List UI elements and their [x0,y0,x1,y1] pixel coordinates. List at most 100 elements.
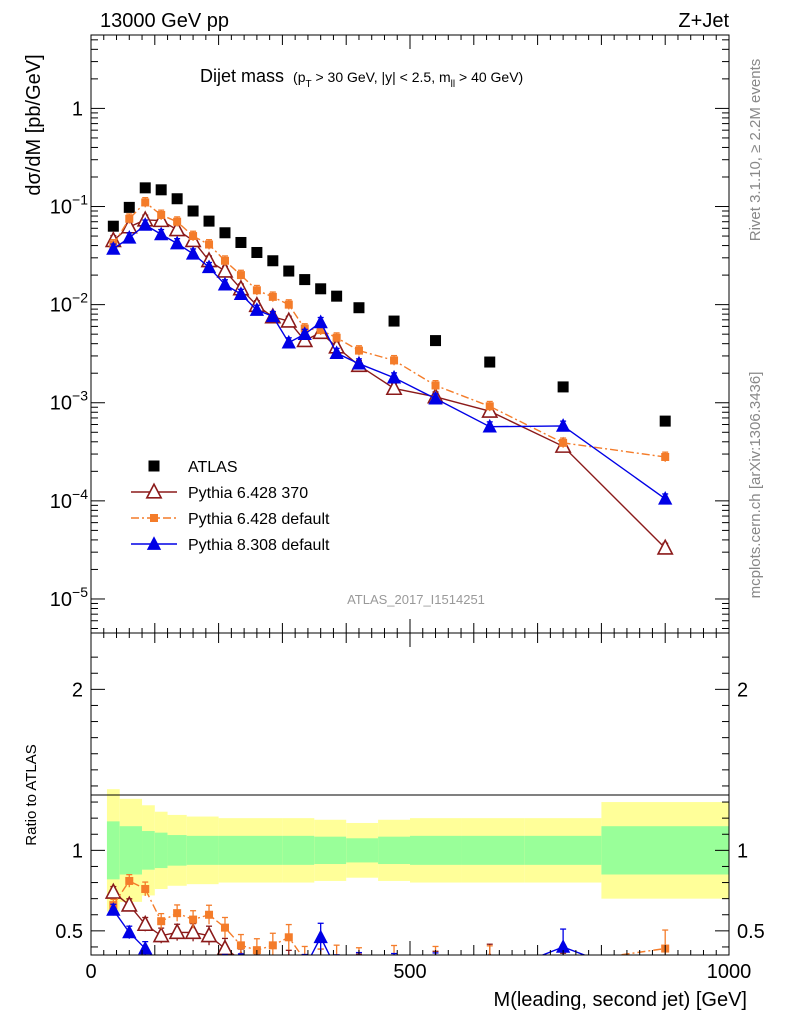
mcplots-label: mcplots.cern.ch [arXiv:1306.3436] [747,372,764,599]
data-point [187,205,199,217]
data-point [171,193,183,205]
data-point [280,311,298,328]
ratio-point [317,959,325,967]
y-tick-label: 10−5 [50,584,88,611]
ratio-panel-frame [90,632,730,956]
x-tick-label: 500 [393,961,426,983]
main-panel-frame [90,34,730,634]
ratio-point [298,960,312,974]
ratio-point [106,902,121,916]
ratio-point [236,941,245,950]
ratio-point [288,953,290,955]
legend-label: Pythia 8.308 default [188,537,330,554]
data-point [217,276,233,291]
ratio-point [184,922,202,940]
data-point [249,302,265,316]
ratio-point [136,914,154,932]
data-point [656,538,674,555]
ratio-point [122,924,137,939]
x-tick-label: 0 [85,961,96,983]
data-point [138,217,153,231]
ratio-point [428,962,442,976]
ratio-y-tick-label-left: 0.5 [55,921,83,943]
data-point [185,245,201,260]
legend-marker [150,514,158,522]
ratio-point [352,960,366,974]
ratio-point [120,895,138,912]
data-point [658,490,673,505]
data-point [482,418,497,433]
ratio-point [141,884,150,893]
data-point [283,265,295,277]
data-point [169,235,185,250]
ratio-point [428,960,442,974]
ratio-stat-uncertainty-band [106,821,120,880]
ratio-point [202,957,216,971]
data-point [235,236,247,248]
y-tick-label: 10−4 [50,486,88,513]
ratio-stat-uncertainty-band [186,835,219,865]
ratio-point [556,963,570,977]
data-point [484,356,496,368]
data-point [268,292,277,301]
y-tick-label: 1 [72,98,83,120]
data-point [559,438,568,447]
data-point [386,369,402,384]
ratio-stat-uncertainty-band [410,835,462,865]
data-point [220,256,229,265]
data-point [203,215,215,227]
data-point [141,198,150,207]
ratio-stat-uncertainty-band [250,835,283,865]
ratio-point [282,973,296,987]
ratio-point [313,929,328,944]
energy-label: 13000 GeV pp [100,10,229,32]
y-tick-label: 10−1 [50,192,88,219]
ratio-point [432,959,440,967]
legend-marker [146,536,162,550]
data-point [122,229,137,244]
ratio-point [333,956,341,964]
data-point [659,415,671,427]
ratio-point [555,939,571,953]
data-point [485,402,494,411]
ratio-point [104,882,122,899]
ratio-stat-uncertainty-band [167,835,187,866]
data-point [168,220,186,237]
ratio-point [559,959,567,967]
series-2 [109,196,670,462]
legend: ATLAS Pythia 6.428 370 Pythia 6.428 defaul… [131,459,330,554]
ratio-stat-uncertainty-band [142,831,155,870]
data-point [107,220,119,232]
ratio-point [250,958,264,972]
ratio-point [125,876,134,885]
ratio-y-tick-label-right: 1 [737,840,748,862]
data-point [431,381,440,390]
data-point [233,286,249,300]
data-point [331,290,343,302]
ratio-stat-uncertainty-band [378,836,410,865]
data-point [315,283,327,295]
ratio-stat-uncertainty-band [154,832,168,869]
legend-label: Pythia 6.428 default [188,511,330,528]
ratio-point [483,968,497,982]
ratio-point [168,922,186,940]
ratio-point [266,960,280,974]
ratio-point [319,953,322,955]
ratio-point [154,957,168,971]
data-point [430,335,442,347]
data-point [299,274,311,286]
data-point [316,326,325,335]
ratio-point [157,917,166,926]
data-point [154,226,169,241]
data-point [428,390,443,405]
x-axis-label: M(leading, second jet) [GeV] [494,989,747,1011]
data-point [354,346,363,355]
ratio-series-2 [109,874,670,967]
process-label: Z+Jet [678,10,729,32]
series-0 [107,182,671,427]
ratio-point [152,926,170,943]
ratio-y-tick-label-left: 2 [72,679,83,701]
ratio-line [112,891,236,955]
data-point [329,345,344,360]
